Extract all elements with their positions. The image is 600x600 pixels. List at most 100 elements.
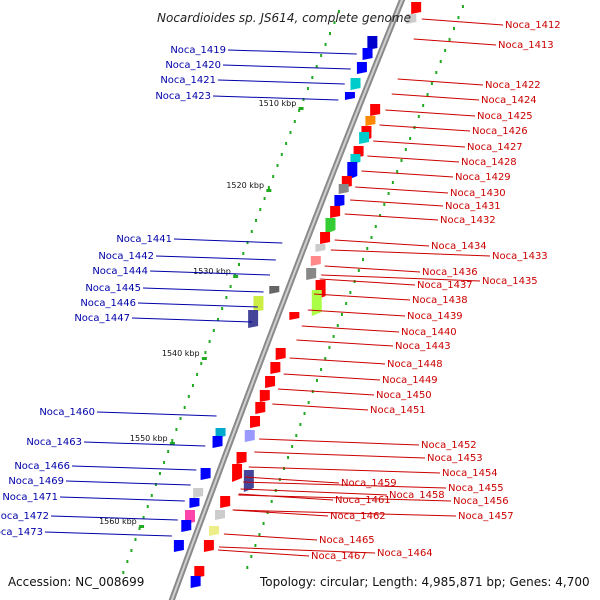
gene-label-forward[interactable]: Noca_1467 bbox=[311, 551, 367, 562]
gene-label-forward[interactable]: Noca_1457 bbox=[458, 511, 514, 522]
gene-label-reverse[interactable]: Noca_1419 bbox=[170, 45, 226, 56]
track-dot bbox=[246, 241, 249, 244]
track-dot bbox=[357, 269, 360, 272]
gene-feature-reverse bbox=[193, 488, 204, 498]
gene-label-forward[interactable]: Noca_1450 bbox=[376, 390, 432, 401]
gene-label-forward[interactable]: Noca_1443 bbox=[395, 341, 451, 352]
gene-feature-reverse bbox=[253, 296, 264, 312]
gene-feature-forward bbox=[347, 162, 358, 180]
scale-tick-mark bbox=[233, 275, 239, 278]
track-dot bbox=[329, 32, 332, 35]
track-dot bbox=[200, 362, 203, 365]
gene-label-forward[interactable]: Noca_1412 bbox=[505, 20, 561, 31]
track-dot bbox=[374, 225, 377, 228]
gene-label-forward[interactable]: Noca_1461 bbox=[335, 495, 391, 506]
gene-feature-forward bbox=[203, 540, 214, 552]
gene-label-reverse[interactable]: Noca_1473 bbox=[0, 527, 43, 538]
leader-line bbox=[355, 186, 449, 194]
gene-label-forward[interactable]: Noca_1430 bbox=[450, 188, 506, 199]
track-dot bbox=[332, 335, 335, 338]
gene-feature-forward bbox=[320, 232, 331, 244]
track-dot bbox=[142, 516, 145, 519]
scale-tick-mark bbox=[169, 442, 175, 445]
leader-line bbox=[243, 481, 447, 489]
gene-label-forward[interactable]: Noca_1439 bbox=[407, 311, 463, 322]
track-dot bbox=[246, 566, 249, 569]
gene-label-forward[interactable]: Noca_1451 bbox=[370, 405, 426, 416]
gene-label-reverse[interactable]: Noca_1472 bbox=[0, 511, 49, 522]
gene-label-forward[interactable]: Noca_1437 bbox=[417, 280, 473, 291]
gene-label-forward[interactable]: Noca_1431 bbox=[445, 201, 501, 212]
gene-label-forward[interactable]: Noca_1458 bbox=[389, 490, 445, 501]
gene-label-reverse[interactable]: Noca_1460 bbox=[39, 407, 95, 418]
gene-feature-forward bbox=[243, 470, 254, 492]
gene-label-forward[interactable]: Noca_1422 bbox=[485, 80, 541, 91]
track-dot bbox=[461, 5, 464, 8]
gene-label-reverse[interactable]: Noca_1466 bbox=[14, 461, 70, 472]
leader-line bbox=[65, 480, 191, 486]
gene-label-forward[interactable]: Noca_1456 bbox=[453, 496, 509, 507]
gene-label-forward[interactable]: Noca_1427 bbox=[467, 142, 523, 153]
track-dot bbox=[328, 346, 331, 349]
gene-feature-reverse bbox=[367, 36, 378, 50]
leader-line bbox=[319, 278, 416, 286]
track-dot bbox=[340, 313, 343, 316]
gene-label-forward[interactable]: Noca_1448 bbox=[387, 359, 443, 370]
gene-label-forward[interactable]: Noca_1426 bbox=[472, 126, 528, 137]
track-dot bbox=[250, 555, 253, 558]
gene-label-reverse[interactable]: Noca_1442 bbox=[98, 251, 154, 262]
gene-label-reverse[interactable]: Noca_1441 bbox=[116, 234, 172, 245]
gene-feature-reverse bbox=[269, 286, 280, 294]
track-dot bbox=[291, 445, 294, 448]
gene-label-forward[interactable]: Noca_1433 bbox=[492, 251, 548, 262]
track-dot bbox=[150, 494, 153, 497]
gene-label-reverse[interactable]: Noca_1423 bbox=[155, 91, 211, 102]
leader-line bbox=[421, 18, 504, 26]
gene-label-forward[interactable]: Noca_1413 bbox=[498, 40, 554, 51]
gene-feature-forward bbox=[325, 218, 336, 234]
gene-label-reverse[interactable]: Noca_1463 bbox=[26, 437, 82, 448]
gene-label-forward[interactable]: Noca_1428 bbox=[461, 157, 517, 168]
gene-label-forward[interactable]: Noca_1454 bbox=[442, 468, 498, 479]
gene-feature-reverse bbox=[189, 498, 200, 508]
track-dot bbox=[391, 181, 394, 184]
gene-label-forward[interactable]: Noca_1432 bbox=[440, 215, 496, 226]
gene-label-reverse[interactable]: Noca_1471 bbox=[2, 492, 58, 503]
gene-label-forward[interactable]: Noca_1434 bbox=[431, 241, 487, 252]
gene-label-reverse[interactable]: Noca_1446 bbox=[80, 298, 136, 309]
gene-feature-forward bbox=[334, 195, 345, 207]
scale-tick-mark bbox=[298, 107, 304, 110]
gene-label-forward[interactable]: Noca_1453 bbox=[427, 453, 483, 464]
gene-feature-forward bbox=[370, 104, 381, 116]
gene-label-forward[interactable]: Noca_1459 bbox=[341, 478, 397, 489]
gene-label-forward[interactable]: Noca_1440 bbox=[401, 327, 457, 338]
track-dot bbox=[307, 401, 310, 404]
gene-label-forward[interactable]: Noca_1465 bbox=[319, 535, 375, 546]
gene-label-reverse[interactable]: Noca_1421 bbox=[160, 75, 216, 86]
gene-feature-forward bbox=[270, 362, 281, 374]
gene-label-forward[interactable]: Noca_1425 bbox=[477, 111, 533, 122]
accession-text: Accession: NC_008699 bbox=[8, 575, 144, 589]
gene-label-forward[interactable]: Noca_1438 bbox=[412, 295, 468, 306]
gene-label-reverse[interactable]: Noca_1444 bbox=[92, 266, 148, 277]
gene-label-forward[interactable]: Noca_1452 bbox=[421, 440, 477, 451]
gene-label-forward[interactable]: Noca_1449 bbox=[382, 375, 438, 386]
track-dot bbox=[336, 324, 339, 327]
gene-label-forward[interactable]: Noca_1455 bbox=[448, 483, 504, 494]
gene-label-reverse[interactable]: Noca_1445 bbox=[85, 283, 141, 294]
gene-label-forward[interactable]: Noca_1429 bbox=[455, 172, 511, 183]
gene-label-forward[interactable]: Noca_1462 bbox=[330, 511, 386, 522]
gene-label-reverse[interactable]: Noca_1469 bbox=[8, 476, 64, 487]
leader-line bbox=[173, 238, 283, 244]
gene-label-reverse[interactable]: Noca_1420 bbox=[165, 60, 221, 71]
gene-label-reverse[interactable]: Noca_1447 bbox=[74, 313, 130, 324]
track-dot bbox=[238, 263, 241, 266]
gene-feature-forward bbox=[250, 416, 261, 428]
track-dot bbox=[387, 192, 390, 195]
gene-label-forward[interactable]: Noca_1424 bbox=[481, 95, 537, 106]
gene-label-forward[interactable]: Noca_1436 bbox=[422, 267, 478, 278]
genome-backbone-highlight bbox=[170, 0, 404, 600]
gene-label-forward[interactable]: Noca_1464 bbox=[377, 548, 433, 559]
gene-label-forward[interactable]: Noca_1435 bbox=[482, 276, 538, 287]
